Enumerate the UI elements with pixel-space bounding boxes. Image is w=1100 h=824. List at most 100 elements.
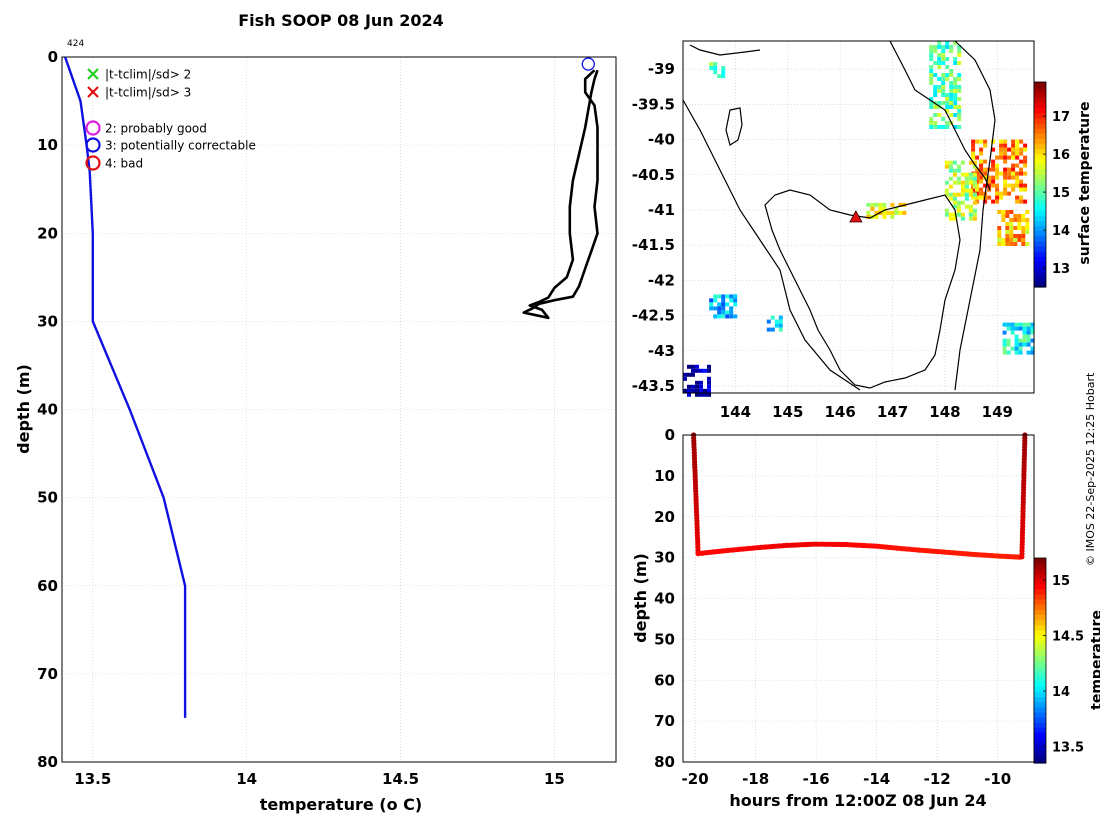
depth-time-ylabel: depth (m): [631, 553, 650, 643]
sst-pixel: [1017, 234, 1022, 238]
sst-pixel: [968, 180, 973, 185]
sst-pixel: [979, 167, 984, 172]
depth-time-ytick-label: 50: [654, 630, 675, 648]
sst-pixel: [972, 192, 977, 197]
sst-pixel: [695, 364, 699, 369]
sst-pixel: [778, 327, 783, 332]
colorbar-swatch: [1034, 691, 1046, 697]
sst-pixel: [713, 66, 718, 71]
sst-pixel: [957, 113, 962, 117]
sst-pixel: [1023, 147, 1028, 152]
sst-pixel: [1006, 322, 1011, 327]
sst-pixel: [949, 81, 954, 85]
sst-pixel: [944, 180, 949, 185]
colorbar-swatch: [1034, 194, 1046, 201]
legend-circle-marker: [85, 137, 101, 153]
sst-pixel: [1017, 218, 1022, 222]
sst-pixel: [699, 368, 703, 373]
colorbar-swatch: [1034, 568, 1046, 574]
profile-xtick-label: 14.5: [382, 770, 419, 788]
map-ticks: 144 145 146 147 148 149 -39 -39.5 -40 -40.5 -41 -41…: [632, 60, 1013, 421]
sst-pixel: [997, 226, 1002, 230]
sst-pixel: [1019, 147, 1024, 152]
colorbar-swatch: [1034, 184, 1046, 191]
sst-pixel: [971, 187, 976, 192]
sst-pixel: [1018, 342, 1023, 347]
sst-pixel: [941, 53, 946, 57]
sst-pixel: [957, 109, 962, 113]
sst-pixel: [937, 125, 942, 129]
sst-pixel: [975, 175, 980, 180]
sst-pixel: [975, 187, 980, 192]
sst-pixel: [983, 199, 988, 204]
sst-pixel: [929, 45, 934, 49]
sst-pixel: [1009, 234, 1014, 238]
sst-pixel: [979, 139, 984, 144]
flag-marker: [581, 57, 595, 71]
sst-pixel: [717, 314, 722, 319]
sst-pixel: [960, 160, 965, 165]
sst-pixel: [972, 184, 977, 189]
sst-pixel: [948, 164, 953, 169]
sst-pixel: [717, 294, 722, 299]
sst-pixel: [937, 61, 942, 65]
sst-map: 144 145 146 147 148 149 -39 -39.5 -40 -40.5 -41 -41…: [632, 40, 1093, 421]
sst-pixel: [960, 216, 965, 221]
colorbar-tick-label: 14.5: [1052, 630, 1084, 645]
sst-pixel: [1007, 147, 1012, 152]
sst-pixel: [999, 195, 1004, 200]
sst-pixel: [1023, 163, 1028, 168]
legend-label: 4: bad: [105, 157, 143, 171]
sst-pixel: [979, 159, 984, 164]
sst-pixel: [1023, 187, 1028, 192]
sst-pixel: [1030, 338, 1035, 343]
sst-pixel: [929, 117, 934, 121]
sst-pixel: [975, 139, 980, 144]
sst-pixel: [1030, 346, 1035, 351]
profile-ytick-label: 80: [37, 753, 58, 771]
sst-pixel: [1006, 350, 1011, 355]
sst-pixel: [972, 216, 977, 221]
sst-pixel: [1006, 342, 1011, 347]
sst-pixel: [948, 216, 953, 221]
colorbar-swatch: [1034, 158, 1046, 165]
colorbar-swatch: [1034, 681, 1046, 687]
sst-pixel: [703, 388, 707, 393]
sst-pixel: [933, 105, 938, 109]
sst-pixel: [975, 179, 980, 184]
sst-pixel: [953, 81, 958, 85]
sst-pixel: [953, 93, 958, 97]
sst-pixel: [949, 49, 954, 53]
sst-pixel: [1007, 183, 1012, 188]
sst-pixel: [1022, 338, 1027, 343]
sst-pixel: [1030, 322, 1035, 327]
sst-pixel: [1007, 175, 1012, 180]
sst-pixel: [713, 70, 718, 75]
sst-pixel: [691, 388, 695, 393]
profile-xtick-label: 14: [236, 770, 257, 788]
sst-pixel: [1011, 183, 1016, 188]
sst-pixel: [983, 143, 988, 148]
sst-pixel: [956, 204, 961, 209]
sst-pixel: [1015, 175, 1020, 180]
sst-pixel: [957, 53, 962, 57]
depth-time-ytick-label: 20: [654, 508, 675, 526]
sst-pixel: [778, 319, 783, 324]
colorbar-swatch: [1034, 583, 1046, 590]
sst-pixel: [949, 73, 954, 77]
sst-pixel: [1011, 163, 1016, 168]
coastline: [682, 40, 996, 391]
sst-pixel: [709, 62, 714, 67]
sst-pixel: [975, 195, 980, 200]
depth-time-ytick-label: 30: [654, 549, 675, 567]
colorbar-tick-label: 13: [1052, 262, 1070, 277]
depth-time-colorbar: 13.5 14 14.5 15: [1033, 557, 1084, 764]
sst-pixel: [941, 93, 946, 97]
sst-pixel: [1003, 183, 1008, 188]
sst-pixel: [1002, 322, 1007, 327]
sst-pixel: [948, 168, 953, 173]
sst-pixel: [929, 49, 934, 53]
colorbar-swatch: [1034, 97, 1046, 104]
sst-pixel: [956, 192, 961, 197]
sst-pixel: [1011, 143, 1016, 148]
